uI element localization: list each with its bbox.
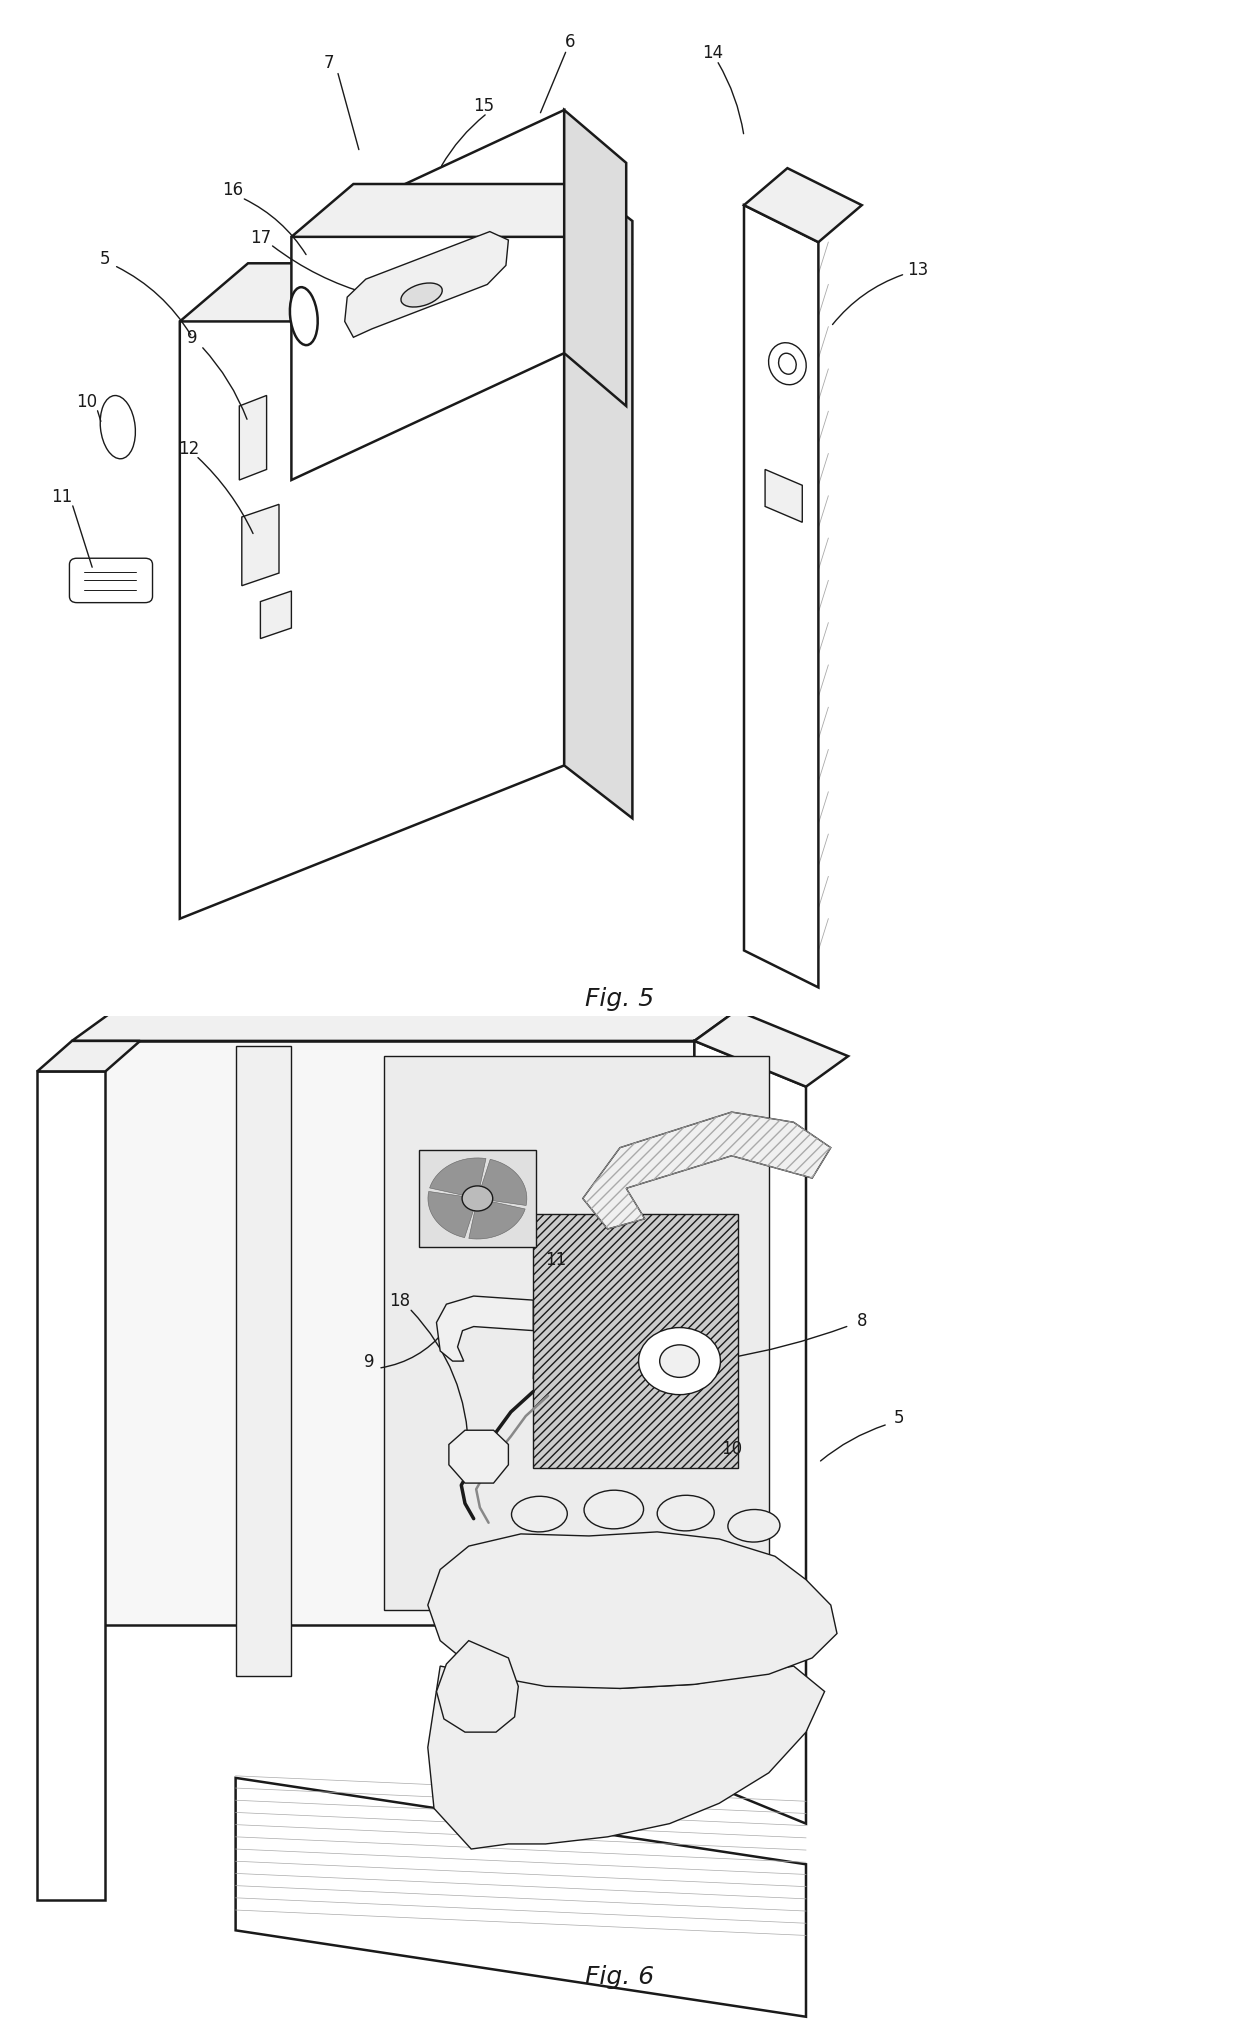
Text: 8: 8 xyxy=(857,1313,867,1329)
Ellipse shape xyxy=(290,289,317,345)
Polygon shape xyxy=(345,232,508,337)
Polygon shape xyxy=(428,1666,825,1849)
Polygon shape xyxy=(694,1012,848,1087)
Text: 16: 16 xyxy=(222,181,244,199)
Text: 6: 6 xyxy=(565,33,575,51)
Polygon shape xyxy=(436,1296,533,1361)
Circle shape xyxy=(639,1329,720,1394)
Polygon shape xyxy=(449,1431,508,1483)
Polygon shape xyxy=(236,1046,291,1676)
Polygon shape xyxy=(583,1114,831,1229)
Text: Fig. 5: Fig. 5 xyxy=(585,986,655,1010)
Ellipse shape xyxy=(100,396,135,459)
Ellipse shape xyxy=(779,354,796,376)
Text: 11: 11 xyxy=(51,488,73,506)
Text: 15: 15 xyxy=(472,98,495,114)
Bar xyxy=(419,1150,536,1248)
Text: 9: 9 xyxy=(365,1353,374,1370)
Polygon shape xyxy=(744,169,862,244)
Circle shape xyxy=(660,1345,699,1378)
Text: 11: 11 xyxy=(544,1252,567,1268)
Text: 12: 12 xyxy=(177,441,200,457)
Polygon shape xyxy=(564,169,632,819)
Text: 10: 10 xyxy=(720,1439,743,1457)
Text: 9: 9 xyxy=(187,329,197,347)
Ellipse shape xyxy=(657,1496,714,1532)
Text: 13: 13 xyxy=(906,260,929,278)
Polygon shape xyxy=(260,591,291,640)
Polygon shape xyxy=(37,1040,140,1073)
Polygon shape xyxy=(436,1642,518,1731)
Circle shape xyxy=(463,1187,492,1211)
Ellipse shape xyxy=(769,343,806,386)
Polygon shape xyxy=(564,112,626,406)
Ellipse shape xyxy=(401,284,443,309)
Polygon shape xyxy=(765,469,802,522)
FancyBboxPatch shape xyxy=(69,559,153,604)
Polygon shape xyxy=(429,1158,486,1197)
Polygon shape xyxy=(239,396,267,482)
Text: 5: 5 xyxy=(894,1408,904,1426)
Text: Fig. 6: Fig. 6 xyxy=(585,1965,655,1987)
Text: 14: 14 xyxy=(702,45,724,61)
Text: 10: 10 xyxy=(76,392,98,410)
Text: 7: 7 xyxy=(324,55,334,73)
Polygon shape xyxy=(291,185,626,238)
Polygon shape xyxy=(180,264,632,323)
Polygon shape xyxy=(481,1160,527,1205)
Polygon shape xyxy=(744,205,818,988)
Polygon shape xyxy=(236,1778,806,2016)
Ellipse shape xyxy=(584,1489,644,1530)
Text: 17: 17 xyxy=(249,230,272,246)
Polygon shape xyxy=(384,1057,769,1609)
Polygon shape xyxy=(242,506,279,587)
Polygon shape xyxy=(694,1040,806,1825)
Polygon shape xyxy=(37,1073,105,1900)
Polygon shape xyxy=(428,1193,474,1237)
Ellipse shape xyxy=(512,1496,567,1532)
Text: 5: 5 xyxy=(100,250,110,268)
Ellipse shape xyxy=(728,1510,780,1542)
Polygon shape xyxy=(180,169,564,918)
Text: 18: 18 xyxy=(388,1292,410,1309)
Polygon shape xyxy=(291,112,564,482)
Polygon shape xyxy=(72,1040,694,1626)
Polygon shape xyxy=(533,1213,738,1467)
Polygon shape xyxy=(72,1012,737,1040)
Polygon shape xyxy=(469,1201,526,1240)
Polygon shape xyxy=(428,1532,837,1689)
